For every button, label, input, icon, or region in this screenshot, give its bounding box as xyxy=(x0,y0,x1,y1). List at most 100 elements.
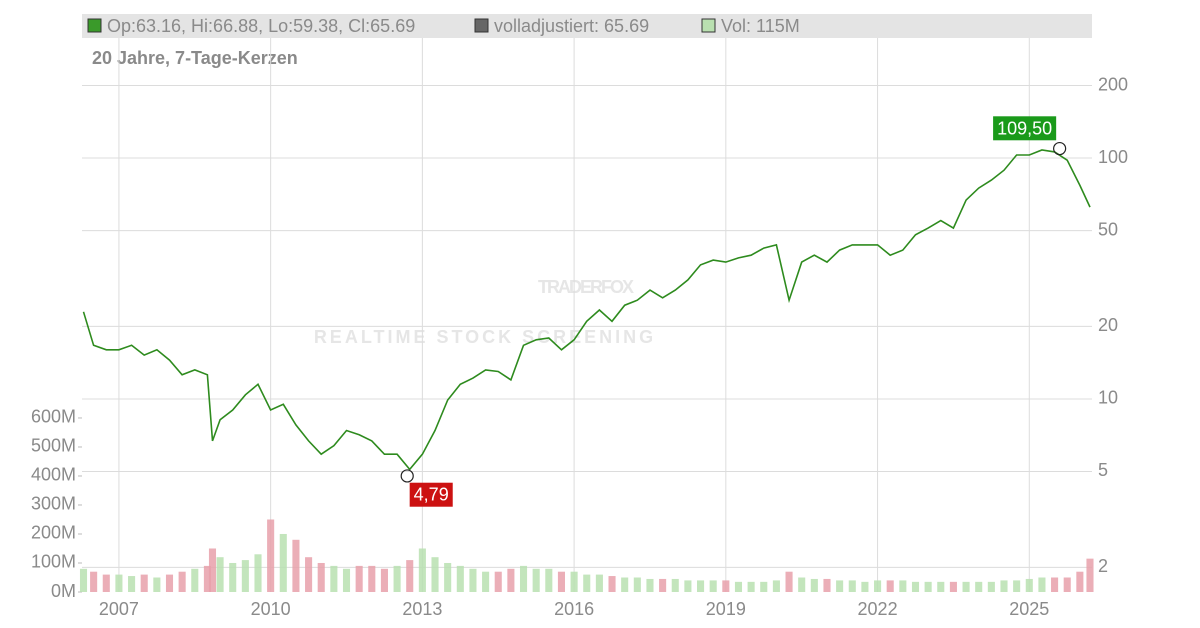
volume-bar xyxy=(128,576,136,592)
volume-bar xyxy=(937,581,945,592)
volume-bar xyxy=(456,565,464,592)
y-tick-label: 50 xyxy=(1098,219,1118,239)
volume-bar xyxy=(1051,577,1059,592)
volume-bar xyxy=(208,548,217,592)
extreme-label-text: 4,79 xyxy=(414,485,449,505)
volume-bar xyxy=(241,560,249,592)
volume-bar xyxy=(393,565,401,592)
volume-bar xyxy=(659,578,667,592)
volume-bar xyxy=(532,568,540,592)
y-tick-label: 5 xyxy=(1098,460,1108,480)
extreme-marker xyxy=(1053,141,1067,156)
x-tick-label: 2016 xyxy=(554,599,594,619)
volume-bar xyxy=(785,571,793,592)
y2-tick-label: 0M xyxy=(51,581,76,601)
volume-bar xyxy=(734,581,743,592)
legend-swatch xyxy=(701,18,716,33)
volume-bar xyxy=(886,580,894,592)
x-tick-label: 2010 xyxy=(251,599,291,619)
y2-tick-label: 200M xyxy=(31,523,76,543)
volume-bar xyxy=(836,580,844,592)
volume-bar xyxy=(861,581,869,592)
volume-bar xyxy=(191,568,199,592)
volume-bar xyxy=(722,580,730,592)
volume-bar xyxy=(330,565,338,592)
volume-bar xyxy=(608,576,616,592)
volume-bar xyxy=(279,533,287,592)
volume-bar xyxy=(90,571,98,592)
y-tick-label: 2 xyxy=(1098,556,1108,576)
volume-bar xyxy=(507,568,515,592)
volume-bar xyxy=(494,571,502,592)
volume-bar xyxy=(848,580,856,592)
x-tick-label: 2013 xyxy=(402,599,442,619)
y-tick-label: 10 xyxy=(1098,388,1118,408)
volume-bar xyxy=(671,578,679,592)
legend-label: volladjustiert: 65.69 xyxy=(494,16,649,36)
watermark-title: TRADERFOX xyxy=(538,277,634,297)
x-tick-label: 2007 xyxy=(99,599,139,619)
volume-bar xyxy=(267,519,275,592)
volume-bar xyxy=(178,571,186,592)
volume-bar xyxy=(798,577,806,592)
volume-bar xyxy=(79,568,88,592)
volume-bar xyxy=(1025,578,1033,592)
volume-bar xyxy=(216,557,224,592)
volume-bar xyxy=(899,580,907,592)
volume-bar xyxy=(482,571,490,592)
y2-tick-label: 400M xyxy=(31,465,76,485)
volume-bar xyxy=(229,562,237,592)
volume-bar xyxy=(810,578,818,592)
volume-bar xyxy=(140,574,148,592)
volume-bar xyxy=(418,548,426,592)
x-tick-label: 2019 xyxy=(706,599,746,619)
volume-bar xyxy=(469,568,477,592)
volume-bar xyxy=(570,571,578,592)
volume-bar xyxy=(557,571,565,592)
volume-bar xyxy=(1038,577,1046,592)
volume-bar xyxy=(368,565,376,592)
volume-bar xyxy=(684,580,692,592)
legend-label: Vol: 115M xyxy=(721,16,800,36)
volume-bar xyxy=(1013,580,1021,592)
volume-bar xyxy=(342,568,351,592)
y2-tick-label: 600M xyxy=(31,407,76,427)
x-tick-label: 2022 xyxy=(858,599,898,619)
volume-bar xyxy=(406,560,414,592)
volume-bar xyxy=(874,580,882,592)
volume-bar xyxy=(772,580,780,592)
y2-tick-label: 100M xyxy=(31,552,76,572)
extreme-marker xyxy=(400,469,414,483)
y-tick-label: 200 xyxy=(1098,74,1128,94)
extreme-label-text: 109,50 xyxy=(997,118,1052,138)
y-tick-label: 20 xyxy=(1098,315,1118,335)
volume-bar xyxy=(153,577,161,592)
volume-bar xyxy=(1086,558,1094,592)
volume-bar xyxy=(949,581,957,592)
volume-bar xyxy=(987,581,995,592)
y2-tick-label: 300M xyxy=(31,494,76,514)
volume-bar xyxy=(911,581,920,592)
volume-bar xyxy=(292,539,300,592)
extreme-label-box xyxy=(409,482,453,507)
legend-label: Op:63.16, Hi:66.88, Lo:59.38, Cl:65.69 xyxy=(107,16,415,36)
volume-bar xyxy=(975,581,983,592)
legend-swatch xyxy=(87,18,102,33)
volume-bar xyxy=(709,580,717,592)
header-band xyxy=(82,14,1092,38)
volume-bar xyxy=(545,568,553,592)
volume-bar xyxy=(646,578,654,592)
volume-bar xyxy=(254,554,262,592)
volume-bar xyxy=(633,577,641,592)
volume-bar xyxy=(102,574,110,592)
volume-bar xyxy=(823,578,831,592)
extreme-label: 109,50 xyxy=(993,116,1057,141)
volume-bar xyxy=(317,562,325,592)
volume-bar xyxy=(380,568,388,592)
price-line xyxy=(82,149,1091,471)
volume-bar xyxy=(355,565,363,592)
volume-bar xyxy=(203,565,211,592)
legend-swatch xyxy=(474,18,489,33)
volume-bar xyxy=(165,574,174,592)
